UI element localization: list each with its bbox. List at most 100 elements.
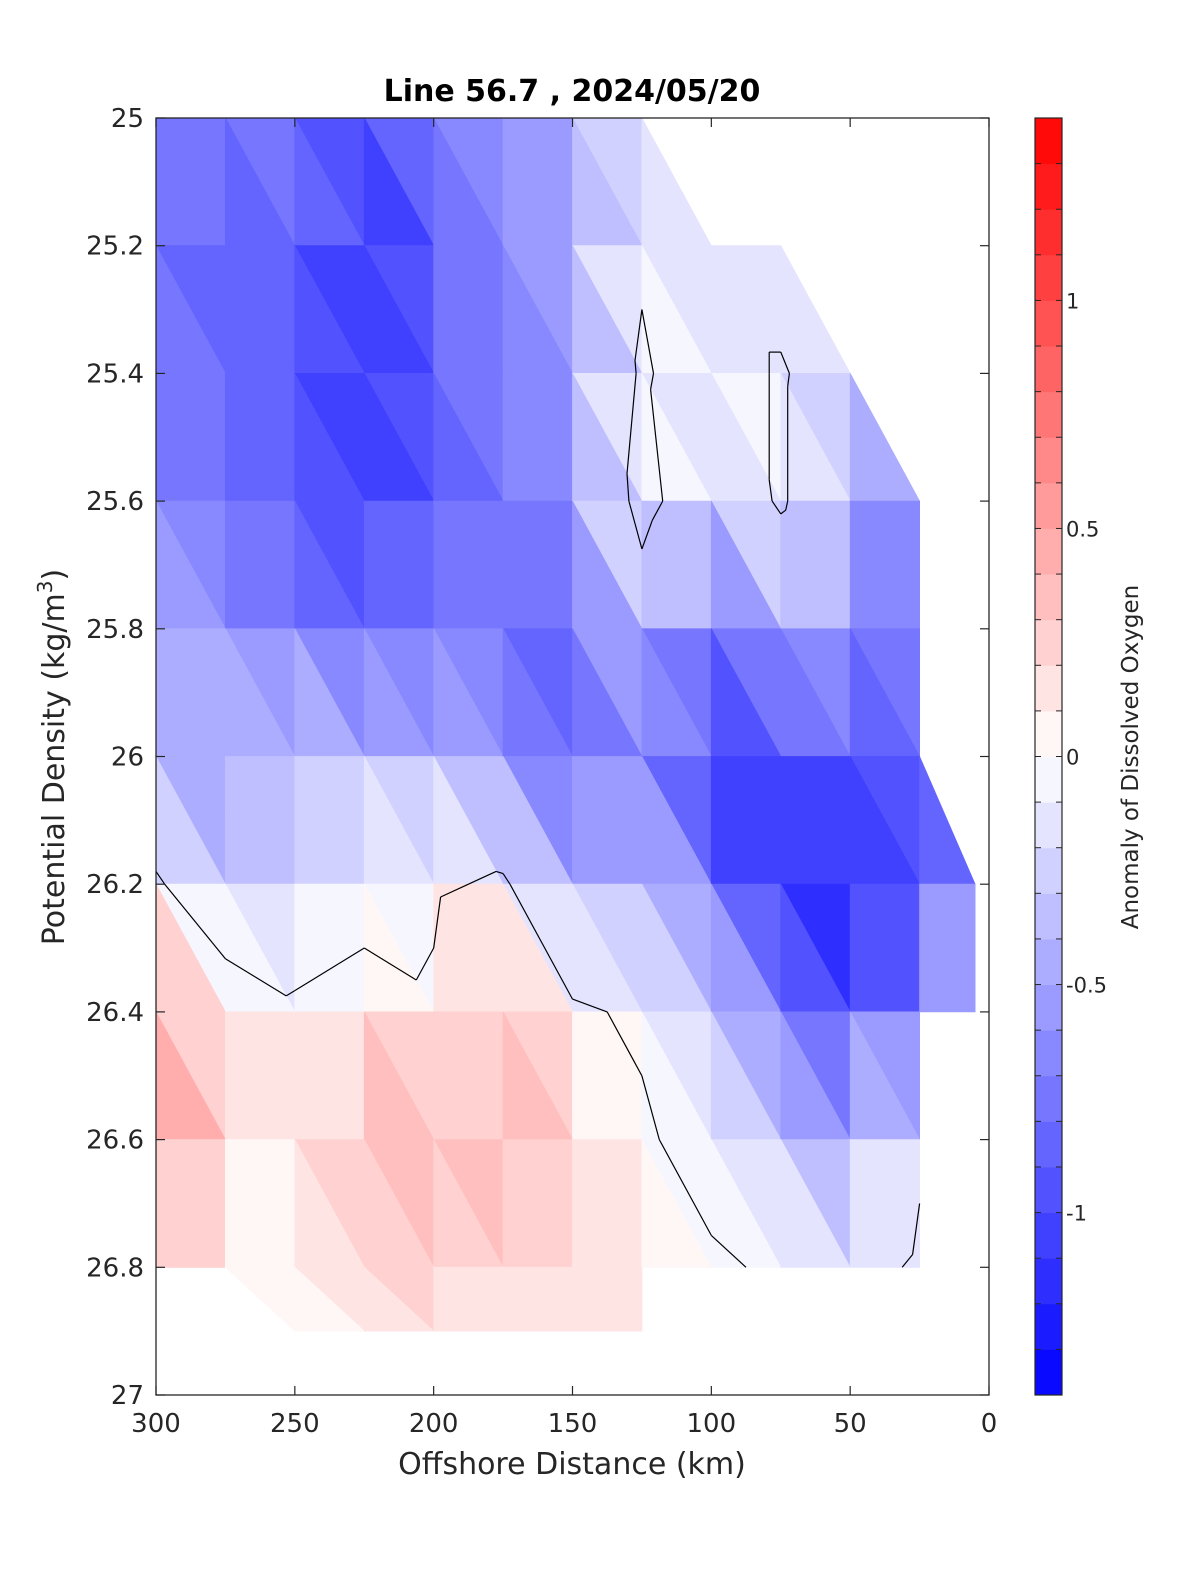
y-tick-label: 25.6 xyxy=(86,487,144,517)
colorbar-tick-label: 0.5 xyxy=(1066,517,1099,541)
anomaly-field xyxy=(155,117,976,1333)
colorbar-band xyxy=(1035,1258,1062,1305)
colorbar-band xyxy=(1035,984,1062,1031)
colorbar-band xyxy=(1035,209,1062,256)
colorbar-band xyxy=(1035,300,1062,347)
x-tick-label: 50 xyxy=(834,1409,867,1439)
y-tick-label: 25.8 xyxy=(86,615,144,645)
colorbar-band xyxy=(1035,482,1062,529)
zero-contour-segment xyxy=(650,389,664,502)
field-cell xyxy=(849,373,921,502)
colorbar-band xyxy=(1035,710,1062,757)
zero-contour-segment xyxy=(415,947,435,981)
zero-contour-segment xyxy=(294,963,339,992)
colorbar-band xyxy=(1035,938,1062,986)
zero-contour-segment xyxy=(634,360,637,374)
x-axis-ticks: 300 250 200 150 100 50 0 xyxy=(131,118,997,1439)
x-tick-label: 200 xyxy=(409,1409,459,1439)
zero-contour-segment xyxy=(901,1254,914,1268)
chart-title: Line 56.7 , 2024/05/20 xyxy=(384,74,761,109)
field-cell xyxy=(433,1266,505,1332)
colorbar-tick-label: -1 xyxy=(1066,1202,1087,1226)
field-cell xyxy=(294,1266,366,1332)
y-tick-label: 26 xyxy=(111,743,144,773)
field-cell xyxy=(710,1139,782,1268)
field-cell xyxy=(641,117,712,247)
zero-contour-segment xyxy=(710,1234,747,1268)
zero-contour-segment xyxy=(225,958,287,997)
colorbar-band xyxy=(1035,346,1062,393)
colorbar-tick-label: -0.5 xyxy=(1066,974,1107,998)
zero-contour-segment xyxy=(495,870,504,875)
x-tick-label: 150 xyxy=(548,1409,598,1439)
colorbar-band xyxy=(1035,254,1062,301)
zero-contour-segment xyxy=(468,870,497,885)
zero-contour-segment xyxy=(626,473,630,502)
colorbar-band xyxy=(1035,802,1062,849)
colorbar-band xyxy=(1035,1075,1062,1122)
colorbar-band xyxy=(1035,391,1062,438)
colorbar-band xyxy=(1035,1030,1062,1077)
colorbar-label: Anomaly of Dissolved Oxygen xyxy=(1118,585,1144,930)
y-tick-label: 25.2 xyxy=(86,232,144,262)
colorbar-band xyxy=(1035,1212,1062,1259)
zero-contour-segment xyxy=(628,500,643,550)
colorbar-band xyxy=(1035,1303,1062,1350)
y-tick-label: 25.4 xyxy=(86,359,144,389)
zero-contour-segment xyxy=(634,309,643,361)
field-cell xyxy=(919,884,976,1013)
colorbar-band xyxy=(1035,665,1062,712)
colorbar-band xyxy=(1035,437,1062,484)
zero-contour-segment xyxy=(155,871,166,885)
colorbar-frame xyxy=(1034,117,1063,1396)
zero-contour-segment xyxy=(658,1139,712,1236)
x-tick-label: 0 xyxy=(981,1409,998,1439)
x-tick-label: 250 xyxy=(270,1409,320,1439)
y-tick-label: 26.2 xyxy=(86,870,144,900)
colorbar-band xyxy=(1035,163,1062,210)
y-axis-label-main: Potential Density (kg/m xyxy=(37,593,72,945)
y-axis-ticks: 25 25.2 25.4 25.6 25.8 26 26.2 26.4 26.6 26.8 27 xyxy=(86,104,989,1411)
zero-contour-segment xyxy=(912,1203,921,1255)
field-cell xyxy=(502,1266,574,1332)
zero-contour-segment xyxy=(650,373,655,390)
colorbar-band xyxy=(1035,574,1062,621)
zero-contour-segment xyxy=(771,500,782,515)
zero-contour-segment xyxy=(509,883,574,1000)
x-axis-label: Offshore Distance (km) xyxy=(398,1447,746,1482)
zero-contour-segment xyxy=(572,998,608,1013)
zero-contour-segment xyxy=(626,373,637,474)
x-tick-label: 100 xyxy=(687,1409,737,1439)
y-axis-label: Potential Density (kg/m3) xyxy=(33,569,72,945)
zero-contour-segment xyxy=(651,500,664,521)
zero-contour-segment xyxy=(285,990,296,997)
zero-contour-segment xyxy=(787,373,790,387)
colorbar-tick-label: 0 xyxy=(1066,746,1079,770)
x-tick-label: 300 xyxy=(131,1409,181,1439)
zero-contour-segment xyxy=(780,509,787,515)
colorbar-band xyxy=(1035,528,1062,575)
field-cell xyxy=(224,1266,296,1333)
y-tick-label: 26.8 xyxy=(86,1253,144,1283)
zero-contour-segment xyxy=(433,896,442,949)
zero-contour-segment xyxy=(641,520,653,550)
zero-contour-segment xyxy=(768,479,773,502)
zero-contour-segment xyxy=(164,883,226,960)
field-cell xyxy=(780,245,851,374)
zero-contour-segment xyxy=(641,1075,660,1140)
y-tick-label: 27 xyxy=(111,1381,144,1411)
colorbar-band xyxy=(1035,756,1062,803)
field-cell xyxy=(572,1266,643,1332)
zero-contour-segment xyxy=(780,351,790,374)
zero-contour-segment xyxy=(606,1011,643,1077)
colorbar: 1 0.5 0 -0.5 -1 xyxy=(1034,117,1107,1396)
zero-contour-segment xyxy=(502,873,511,885)
zero-contour-lines xyxy=(155,309,921,1268)
field-cell xyxy=(363,1266,435,1332)
field-cell xyxy=(780,1139,851,1268)
zero-contour-segment xyxy=(363,947,417,981)
zero-contour-segment xyxy=(785,500,789,511)
colorbar-band xyxy=(1035,1121,1062,1168)
zero-contour-segment xyxy=(440,883,469,898)
